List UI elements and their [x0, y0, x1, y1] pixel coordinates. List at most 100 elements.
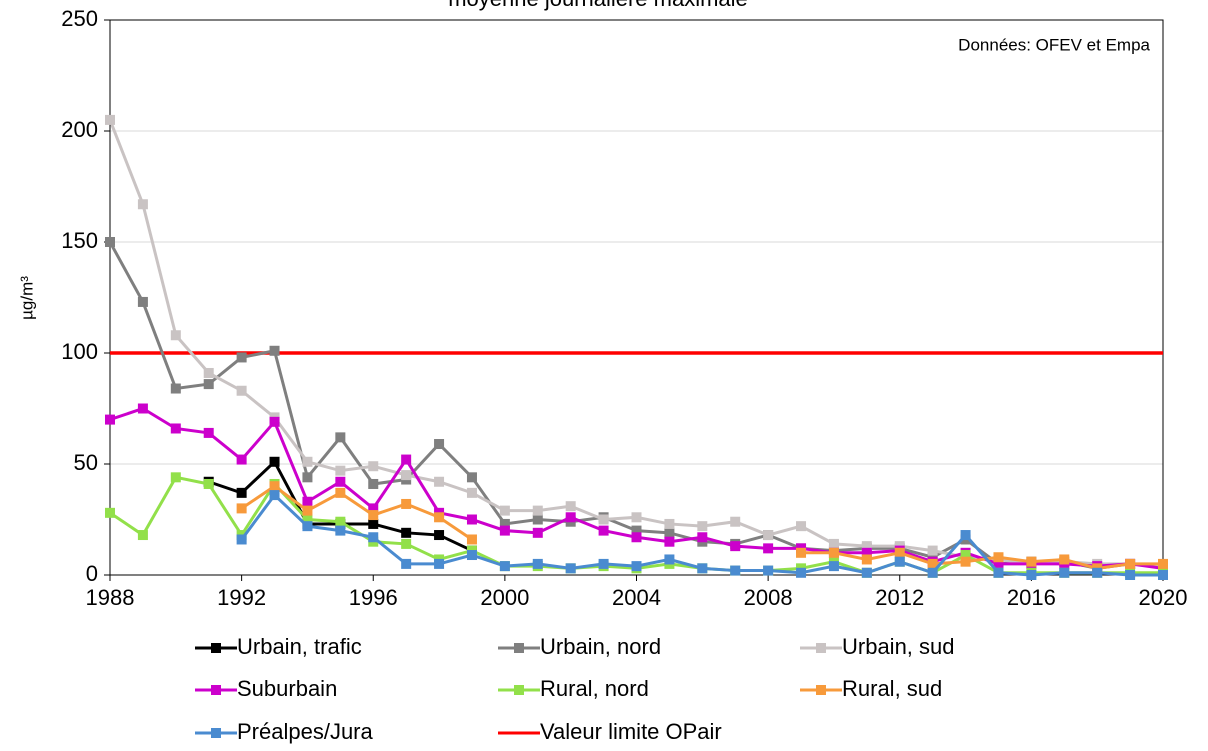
data-point — [335, 487, 346, 498]
data-point — [565, 512, 576, 523]
data-point — [105, 237, 115, 247]
data-point — [993, 558, 1004, 569]
legend-label: Préalpes/Jura — [237, 719, 374, 744]
data-point — [236, 534, 247, 545]
legend-marker — [816, 685, 826, 695]
data-point — [697, 521, 708, 532]
data-point — [1026, 570, 1037, 580]
data-point — [236, 385, 247, 396]
data-point — [631, 525, 642, 536]
data-point — [697, 563, 708, 574]
data-point — [466, 487, 477, 498]
x-tick-label: 2020 — [1139, 585, 1188, 610]
data-point — [927, 558, 938, 569]
data-point — [236, 487, 247, 498]
data-point — [960, 530, 971, 541]
data-point — [302, 456, 313, 467]
data-point — [927, 545, 938, 556]
data-point — [499, 561, 510, 572]
y-tick-label: 150 — [61, 228, 98, 253]
data-point — [1059, 554, 1070, 565]
data-point — [960, 550, 971, 561]
data-point — [664, 518, 675, 529]
data-point — [796, 521, 807, 532]
data-point — [730, 565, 741, 576]
data-point — [828, 561, 839, 572]
data-point — [137, 530, 148, 541]
data-point — [335, 465, 346, 476]
data-point — [269, 345, 280, 356]
data-point — [861, 554, 872, 565]
data-point — [335, 516, 346, 527]
data-point — [1125, 558, 1136, 569]
legend-marker — [211, 685, 221, 695]
data-point — [466, 550, 477, 561]
data-point — [401, 498, 412, 509]
data-point — [631, 532, 642, 543]
data-point — [598, 514, 609, 525]
y-tick-label: 200 — [61, 117, 98, 142]
data-point — [1026, 556, 1037, 567]
data-point — [434, 439, 445, 450]
data-point — [532, 558, 543, 569]
data-point — [236, 352, 247, 363]
data-point — [302, 521, 313, 532]
data-point — [1158, 570, 1168, 580]
legend-label: Urbain, nord — [540, 634, 661, 659]
data-point — [269, 416, 280, 427]
data-point — [335, 432, 346, 443]
data-point — [236, 454, 247, 465]
y-tick-label: 0 — [86, 561, 98, 586]
data-point — [664, 527, 675, 538]
legend-label: Valeur limite OPair — [540, 719, 722, 744]
series-line — [240, 484, 1163, 570]
data-point — [796, 547, 807, 558]
plot-frame — [109, 19, 1164, 576]
data-point — [763, 565, 774, 576]
data-point — [1158, 558, 1168, 569]
data-point — [269, 490, 280, 501]
data-point — [697, 532, 708, 543]
data-point — [532, 527, 543, 538]
legend-marker — [514, 685, 524, 695]
data-point — [565, 501, 576, 512]
data-point — [1059, 567, 1070, 578]
data-point — [993, 567, 1004, 578]
data-point — [401, 558, 412, 569]
data-point — [631, 561, 642, 572]
data-point — [960, 556, 971, 567]
legend-label: Urbain, trafic — [237, 634, 362, 659]
data-point — [302, 472, 313, 483]
data-point — [170, 423, 181, 434]
data-point — [105, 114, 115, 125]
y-tick-label: 250 — [61, 6, 98, 31]
data-point — [203, 379, 214, 390]
legend-label: Urbain, sud — [842, 634, 955, 659]
series-line — [109, 406, 1164, 570]
y-tick-label: 100 — [61, 339, 98, 364]
legend-label: Suburbain — [237, 676, 337, 701]
data-point — [105, 414, 115, 425]
data-point — [466, 472, 477, 483]
data-point — [368, 510, 379, 521]
data-point — [664, 536, 675, 547]
annotation: Données: OFEV et Empa — [958, 35, 1150, 54]
data-point — [763, 543, 774, 554]
data-point — [598, 525, 609, 536]
data-point — [532, 514, 543, 525]
data-point — [861, 567, 872, 578]
legend-label: Rural, sud — [842, 676, 942, 701]
data-point — [763, 530, 774, 541]
data-point — [368, 478, 379, 489]
data-point — [730, 541, 741, 552]
data-point — [631, 512, 642, 523]
data-point — [828, 547, 839, 558]
data-point — [335, 476, 346, 487]
x-tick-label: 1992 — [217, 585, 266, 610]
legend-marker — [816, 643, 826, 653]
data-point — [302, 496, 313, 507]
data-point — [170, 383, 181, 394]
data-point — [170, 330, 181, 341]
data-point — [203, 427, 214, 438]
